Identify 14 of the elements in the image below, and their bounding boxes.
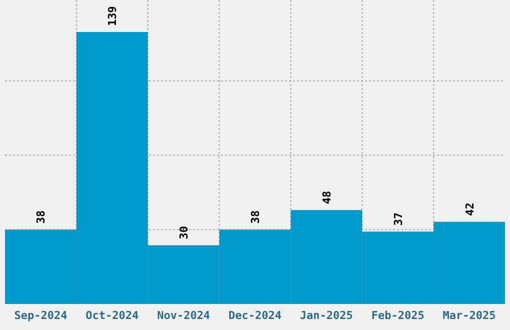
x-tick-label: Nov-2024 bbox=[157, 309, 210, 322]
data-label: 139 bbox=[106, 6, 120, 26]
x-tick-label: Mar-2025 bbox=[442, 309, 496, 322]
data-label: 48 bbox=[320, 190, 334, 204]
x-tick-label: Jan-2025 bbox=[300, 309, 353, 322]
x-tick-label: Feb-2025 bbox=[371, 309, 424, 322]
x-tick-label: Dec-2024 bbox=[228, 309, 282, 322]
data-label: 38 bbox=[34, 210, 48, 224]
data-label: 30 bbox=[178, 226, 191, 240]
data-label: 37 bbox=[392, 212, 405, 226]
data-label: 42 bbox=[463, 202, 476, 216]
x-tick-label: Oct-2024 bbox=[86, 309, 140, 322]
data-label: 38 bbox=[249, 210, 262, 224]
x-tick-label: Sep-2024 bbox=[14, 309, 68, 322]
